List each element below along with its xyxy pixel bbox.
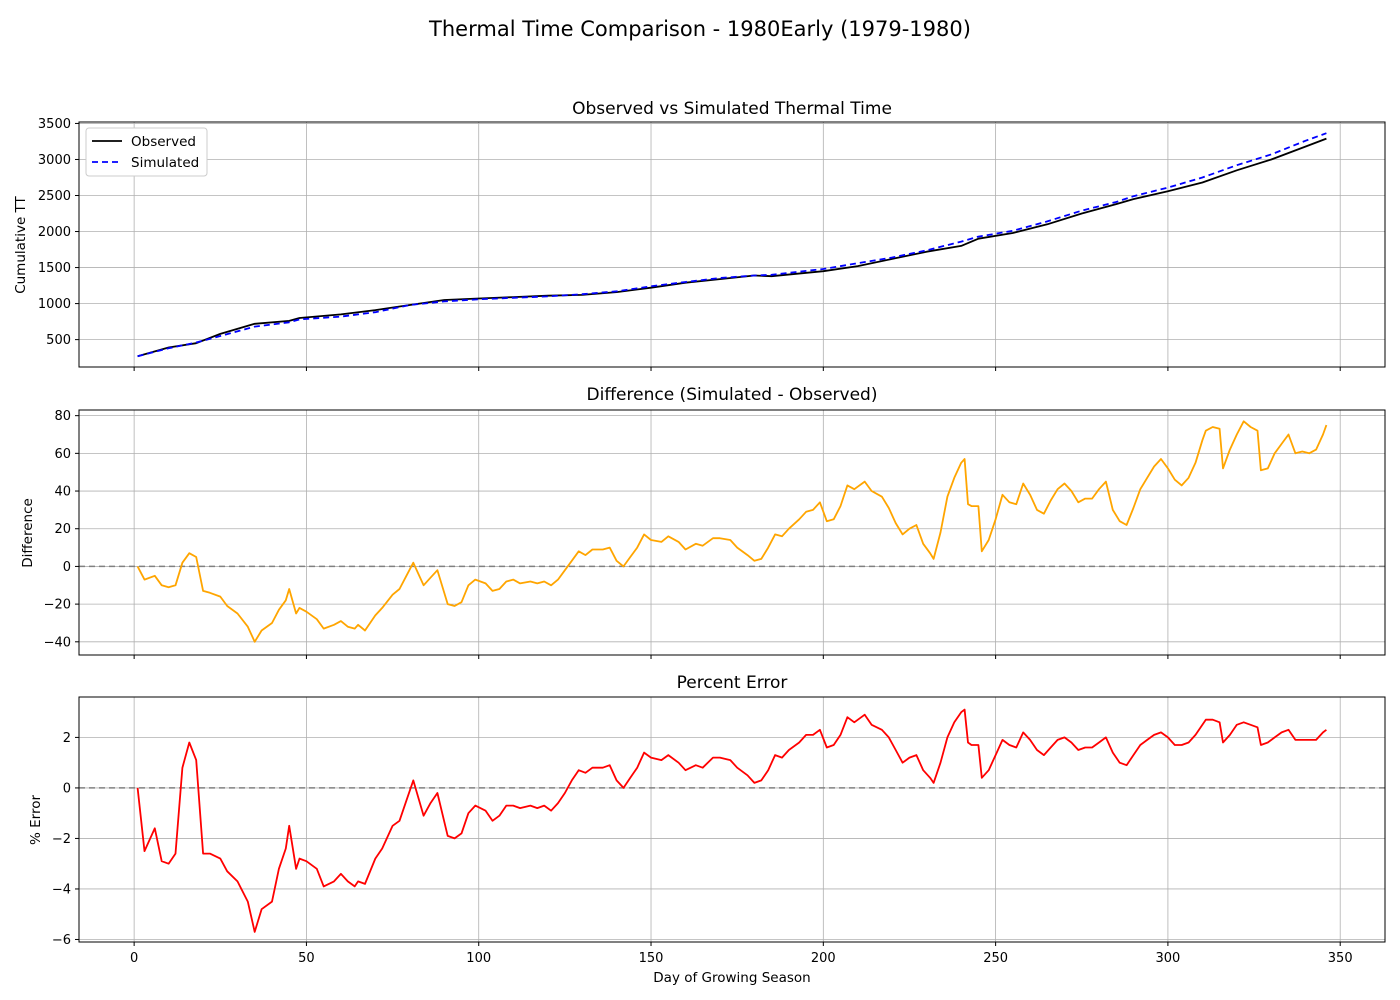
panel-title-percent-error: Percent Error [677, 673, 788, 693]
series-line-percent-error [136, 708, 1327, 933]
legend: Observed Simulated [85, 127, 208, 177]
figure-title: Thermal Time Comparison - 1980Early (197… [428, 17, 971, 41]
ytick-label: 0 [63, 560, 71, 575]
ytick-label: −20 [44, 598, 71, 613]
axes-frame-percent-error [78, 696, 1386, 943]
legend-label-simulated: Simulated [131, 155, 199, 171]
panel-cumulative-tt: Observed vs Simulated Thermal Time Cumul… [13, 99, 1386, 371]
ytick-label: 1500 [38, 261, 71, 276]
ytick-label: 80 [54, 409, 71, 424]
xlabel-day: Day of Growing Season [653, 970, 810, 986]
ytick-label: −40 [44, 635, 71, 650]
xtick-label: 150 [639, 951, 664, 966]
ytick-label: 20 [54, 522, 71, 537]
ytick-label: 500 [46, 333, 71, 348]
panel-percent-error: Percent Error % Error −6 −4 −2 0 2 0 50 100 150 2… [28, 673, 1386, 966]
ytick-label: 40 [54, 485, 71, 500]
axes-frame-cumulative-tt [78, 121, 1386, 368]
legend-box [85, 127, 208, 177]
grid-cumulative-tt [79, 122, 1385, 367]
xtick-label: 300 [1155, 951, 1180, 966]
ytick-label: 0 [63, 781, 71, 796]
panel-difference: Difference (Simulated - Observed) Differ… [20, 385, 1386, 659]
panel-title-difference: Difference (Simulated - Observed) [587, 385, 878, 405]
xtick-label: 0 [130, 951, 138, 966]
xtick-label: 200 [811, 951, 836, 966]
ylabel-difference: Difference [20, 498, 36, 568]
xtick-label: 100 [466, 951, 491, 966]
ylabel-cumulative-tt: Cumulative TT [13, 195, 29, 293]
panel-title-cumulative-tt: Observed vs Simulated Thermal Time [572, 99, 892, 119]
grid-difference [79, 410, 1385, 655]
xtick-label: 250 [983, 951, 1008, 966]
ytick-label: 1000 [38, 297, 71, 312]
ytick-label: −6 [52, 933, 71, 948]
grid-percent-error [79, 697, 1385, 942]
ytick-label: 2500 [38, 189, 71, 204]
ytick-label: 60 [54, 447, 71, 462]
ytick-label: −4 [52, 882, 71, 897]
legend-label-observed: Observed [131, 134, 196, 150]
ytick-label: 2000 [38, 225, 71, 240]
ytick-label: 2 [63, 731, 71, 746]
series-line-difference [136, 420, 1328, 643]
series-line-simulated [137, 132, 1327, 358]
axes-frame-difference [78, 409, 1386, 656]
xtick-label: 50 [298, 951, 315, 966]
ytick-label: −2 [52, 832, 71, 847]
series-line-observed [137, 137, 1327, 358]
ylabel-percent-error: % Error [28, 795, 44, 845]
ytick-label: 3500 [38, 117, 71, 132]
xtick-label: 350 [1328, 951, 1353, 966]
ytick-label: 3000 [38, 153, 71, 168]
